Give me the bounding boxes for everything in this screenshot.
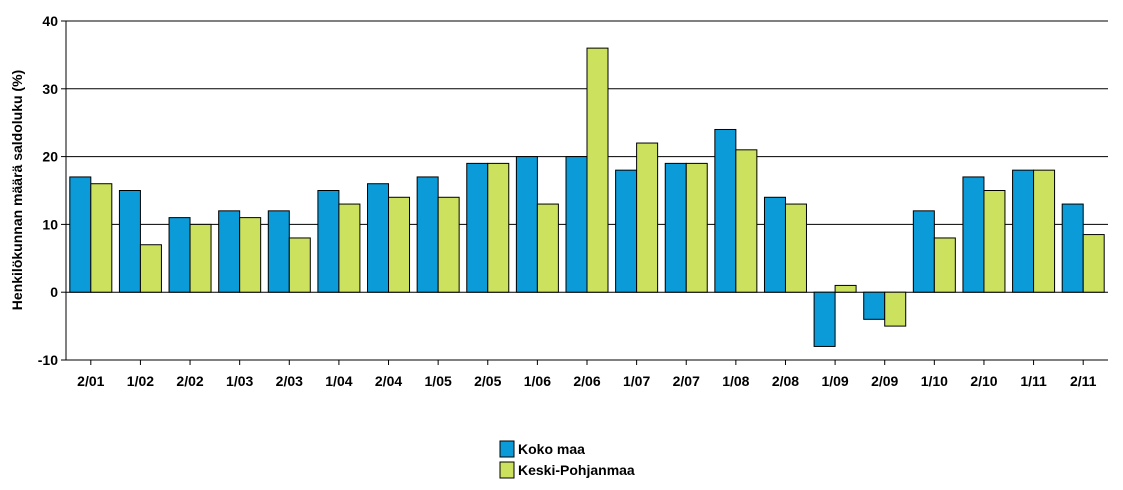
bar-koko-maa [168,217,191,293]
y-tick-label: 0 [50,284,58,300]
x-tick-label: 2/06 [573,373,600,389]
x-tick-label: 1/03 [226,373,253,389]
y-tick-label: 30 [42,81,58,97]
bar-koko-maa [515,156,538,293]
x-tick-label: 1/10 [921,373,948,389]
x-tick-label: 2/03 [276,373,303,389]
legend: Koko maa Keski-Pohjanmaa [499,440,635,479]
bar-keski-pohjanmaa [487,162,510,293]
x-tick-label: 2/08 [772,373,799,389]
x-tick-label: 2/07 [673,373,700,389]
x-tick-label: 1/06 [524,373,551,389]
bar-koko-maa [466,162,489,293]
bar-koko-maa [317,190,340,293]
bar-keski-pohjanmaa [437,196,460,293]
bar-koko-maa [367,183,390,293]
legend-swatch [499,440,515,458]
bar-koko-maa [416,176,439,293]
bar-keski-pohjanmaa [1033,169,1056,293]
x-tick-label: 1/11 [1020,373,1047,389]
bar-keski-pohjanmaa [189,223,212,293]
y-tick-label: -10 [38,352,58,368]
legend-swatch [499,461,515,479]
bar-koko-maa [763,196,786,293]
x-tick-label: 1/08 [722,373,749,389]
bar-koko-maa [962,176,985,293]
bar-koko-maa [69,176,92,293]
x-tick-label: 2/02 [176,373,203,389]
bar-keski-pohjanmaa [735,149,758,293]
x-tick-label: 2/04 [375,373,402,389]
bar-keski-pohjanmaa [139,244,162,293]
axes: -10 0 10 20 30 40 2/01 1/02 2/02 1/03 2/03 1/04 2/04… [38,13,1108,389]
bar-keski-pohjanmaa [933,237,956,293]
x-tick-label: 2/10 [970,373,997,389]
bar-keski-pohjanmaa [239,217,262,293]
x-tick-label: 2/01 [77,373,104,389]
x-tick-label: 1/09 [821,373,848,389]
bar-koko-maa [1061,203,1084,293]
bar-keski-pohjanmaa [288,237,311,293]
bar-koko-maa [1012,169,1035,293]
bar-keski-pohjanmaa [884,291,907,327]
legend-label: Koko maa [518,441,585,457]
bar-koko-maa [218,210,241,293]
bar-keski-pohjanmaa [338,203,361,293]
bar-koko-maa [912,210,935,293]
y-axis-label: Henkilökunnan määrä saldoluku (%) [9,70,25,310]
bar-keski-pohjanmaa [784,203,807,293]
bar-koko-maa [714,128,737,293]
legend-label: Keski-Pohjanmaa [518,462,635,478]
x-tick-label: 1/07 [623,373,650,389]
bar-keski-pohjanmaa [685,162,708,293]
bars [69,47,1105,347]
bar-keski-pohjanmaa [1082,234,1105,293]
bar-koko-maa [267,210,290,293]
bar-keski-pohjanmaa [388,196,411,293]
bar-keski-pohjanmaa [834,284,857,293]
bar-koko-maa [565,156,588,293]
x-tick-label: 2/09 [871,373,898,389]
bar-keski-pohjanmaa [636,142,659,293]
x-tick-label: 1/04 [325,373,352,389]
bar-koko-maa [813,291,836,347]
bar-koko-maa [664,162,687,293]
bar-koko-maa [615,169,638,293]
x-tick-label: 1/05 [425,373,452,389]
x-tick-label: 2/11 [1070,373,1097,389]
y-tick-label: 20 [42,149,58,165]
y-tick-label: 40 [42,13,58,29]
x-tick-label: 2/05 [474,373,501,389]
bar-keski-pohjanmaa [90,183,113,293]
bar-keski-pohjanmaa [536,203,559,293]
bar-koko-maa [118,190,141,293]
x-tick-label: 1/02 [127,373,154,389]
bar-keski-pohjanmaa [586,47,609,293]
bar-keski-pohjanmaa [983,190,1006,293]
y-tick-label: 10 [42,216,58,232]
bar-koko-maa [863,291,886,320]
